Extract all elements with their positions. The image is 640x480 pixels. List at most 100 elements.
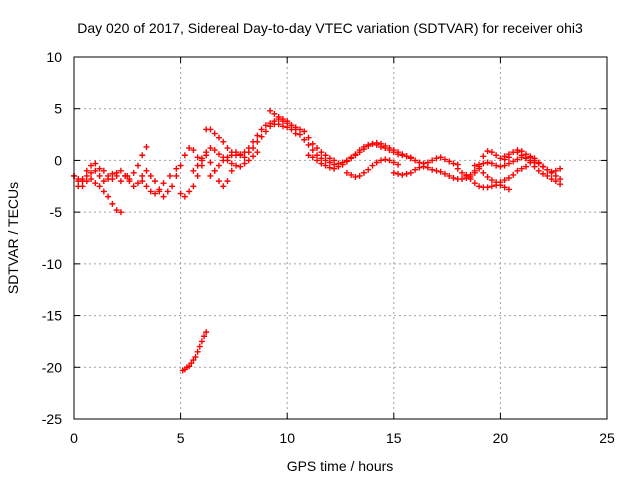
data-point bbox=[476, 183, 483, 190]
data-point bbox=[194, 162, 201, 169]
data-point bbox=[194, 172, 201, 179]
data-point bbox=[390, 147, 397, 154]
data-point bbox=[250, 153, 257, 160]
data-point bbox=[113, 207, 120, 214]
data-point bbox=[250, 145, 257, 152]
data-point bbox=[480, 160, 487, 167]
data-point bbox=[262, 128, 269, 135]
data-point bbox=[343, 169, 350, 176]
y-tick-label: -10 bbox=[42, 256, 62, 272]
data-point bbox=[241, 160, 248, 167]
data-point bbox=[79, 178, 86, 185]
data-point bbox=[267, 123, 274, 130]
data-point bbox=[134, 162, 141, 169]
plot-frame bbox=[73, 56, 608, 420]
data-point bbox=[211, 147, 218, 154]
data-point bbox=[314, 157, 321, 164]
data-point bbox=[305, 141, 312, 148]
data-point bbox=[416, 164, 423, 171]
data-point bbox=[215, 151, 222, 158]
data-point bbox=[279, 116, 286, 123]
data-point bbox=[505, 151, 512, 158]
data-point bbox=[254, 149, 261, 156]
data-point bbox=[365, 166, 372, 173]
data-point bbox=[190, 147, 197, 154]
data-point bbox=[201, 333, 208, 340]
data-point bbox=[164, 188, 171, 195]
data-point bbox=[369, 140, 376, 147]
y-tick-label: -5 bbox=[50, 204, 63, 220]
data-point bbox=[147, 188, 154, 195]
data-point bbox=[207, 145, 214, 152]
data-point bbox=[237, 152, 244, 159]
data-point bbox=[557, 176, 564, 183]
data-point bbox=[356, 172, 363, 179]
data-point bbox=[88, 176, 95, 183]
data-point bbox=[177, 162, 184, 169]
data-point bbox=[382, 142, 389, 149]
data-point bbox=[267, 107, 274, 114]
data-point bbox=[429, 166, 436, 173]
y-tick-label: -20 bbox=[42, 359, 62, 375]
x-tick-label: 10 bbox=[279, 430, 295, 446]
data-point bbox=[522, 155, 529, 162]
data-point bbox=[177, 190, 184, 197]
data-point bbox=[100, 167, 107, 174]
data-point bbox=[220, 138, 227, 145]
data-point bbox=[378, 140, 385, 147]
data-point bbox=[497, 155, 504, 162]
data-point bbox=[322, 162, 329, 169]
y-axis-label: SDTVAR / TECUs bbox=[5, 182, 21, 294]
data-point bbox=[360, 146, 367, 153]
data-point bbox=[203, 329, 210, 336]
data-point bbox=[309, 140, 316, 147]
data-point bbox=[488, 177, 495, 184]
data-point bbox=[166, 172, 173, 179]
data-point bbox=[424, 164, 431, 171]
data-point bbox=[373, 159, 380, 166]
data-point bbox=[531, 155, 538, 162]
data-point bbox=[441, 170, 448, 177]
sat-track-20 bbox=[527, 153, 564, 175]
data-point bbox=[437, 168, 444, 175]
data-point bbox=[190, 357, 197, 364]
data-point bbox=[331, 157, 338, 164]
data-points-layer bbox=[71, 107, 564, 374]
data-point bbox=[192, 353, 199, 360]
data-point bbox=[531, 163, 538, 170]
data-point bbox=[203, 149, 210, 156]
data-point bbox=[301, 136, 308, 143]
data-point bbox=[88, 162, 95, 169]
sat-track-17 bbox=[471, 162, 529, 186]
data-point bbox=[369, 162, 376, 169]
sat-track-16 bbox=[463, 171, 512, 193]
data-point bbox=[279, 123, 286, 130]
sat-track-06 bbox=[177, 152, 235, 200]
data-point bbox=[471, 180, 478, 187]
axis-ticks: 0 5 10 15 20 25 10 5 0 -5 -10 -15 -20 -25 bbox=[42, 49, 615, 446]
data-point bbox=[471, 169, 478, 176]
data-point bbox=[143, 167, 150, 174]
data-point bbox=[416, 159, 423, 166]
data-point bbox=[386, 145, 393, 152]
sat-track-21 bbox=[179, 329, 210, 374]
data-point bbox=[497, 163, 504, 170]
x-tick-label: 0 bbox=[70, 430, 78, 446]
data-point bbox=[322, 152, 329, 159]
data-point bbox=[271, 118, 278, 125]
data-point bbox=[505, 186, 512, 193]
data-point bbox=[459, 169, 466, 176]
x-tick-label: 20 bbox=[493, 430, 509, 446]
data-point bbox=[501, 162, 508, 169]
sat-track-07 bbox=[203, 120, 299, 159]
data-point bbox=[510, 158, 517, 165]
data-point bbox=[467, 176, 474, 183]
data-point bbox=[322, 157, 329, 164]
data-point bbox=[220, 183, 227, 190]
data-point bbox=[254, 138, 261, 145]
data-point bbox=[471, 162, 478, 169]
data-point bbox=[493, 162, 500, 169]
data-point bbox=[75, 183, 82, 190]
data-point bbox=[501, 184, 508, 191]
data-point bbox=[109, 170, 116, 177]
